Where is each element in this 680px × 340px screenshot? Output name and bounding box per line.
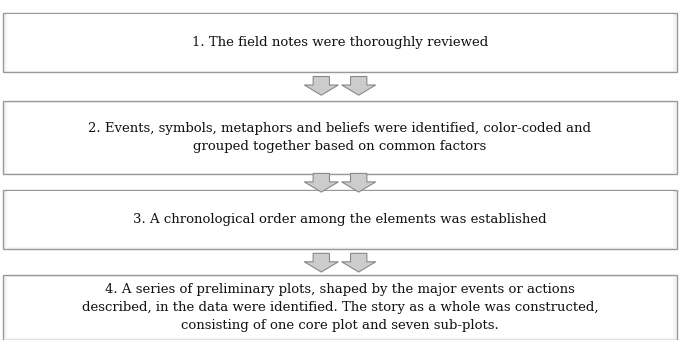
Polygon shape — [304, 76, 339, 95]
Text: 3. A chronological order among the elements was established: 3. A chronological order among the eleme… — [133, 213, 547, 226]
Bar — [7, 191, 673, 248]
Polygon shape — [341, 76, 375, 95]
Bar — [7, 103, 673, 173]
Polygon shape — [341, 173, 375, 192]
Bar — [3, 13, 677, 72]
Text: 1. The field notes were thoroughly reviewed: 1. The field notes were thoroughly revie… — [192, 36, 488, 49]
Bar — [3, 101, 677, 174]
Bar — [3, 190, 677, 249]
Polygon shape — [304, 173, 339, 192]
Bar — [7, 277, 673, 338]
Bar — [7, 14, 673, 71]
Polygon shape — [304, 253, 339, 272]
Text: 4. A series of preliminary plots, shaped by the major events or actions
describe: 4. A series of preliminary plots, shaped… — [82, 283, 598, 332]
Polygon shape — [341, 253, 375, 272]
Text: 2. Events, symbols, metaphors and beliefs were identified, color-coded and
group: 2. Events, symbols, metaphors and belief… — [88, 122, 592, 153]
Bar — [3, 275, 677, 340]
